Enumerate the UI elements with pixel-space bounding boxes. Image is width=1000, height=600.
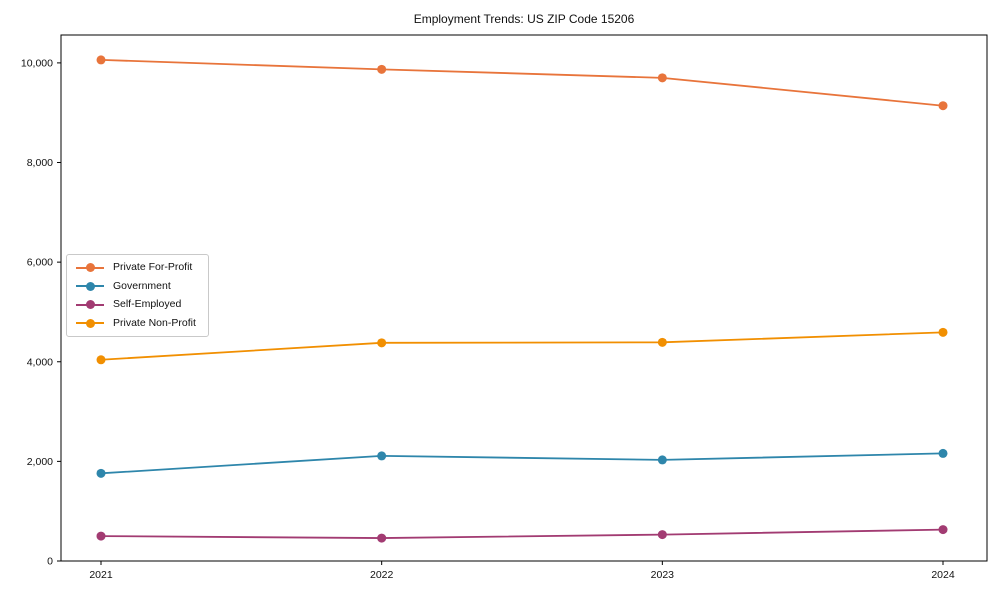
series-line (100, 331, 944, 361)
y-tick-label: 4,000 (27, 356, 53, 368)
data-point (938, 101, 948, 111)
legend-item: Private For-Profit (76, 261, 196, 274)
data-point (377, 451, 387, 461)
legend-swatch (76, 318, 104, 328)
data-point (377, 338, 387, 348)
y-tick-label: 10,000 (21, 57, 53, 69)
legend-label: Government (113, 279, 171, 292)
series-line (100, 59, 944, 107)
legend-label: Self-Employed (113, 298, 182, 311)
legend-item: Private Non-Profit (76, 316, 196, 330)
legend-label: Private Non-Profit (113, 316, 196, 329)
legend-label: Private For-Profit (113, 261, 193, 273)
x-tick-label: 2022 (370, 569, 394, 581)
data-point (96, 55, 106, 65)
y-tick-label: 6,000 (27, 257, 53, 269)
data-point (657, 73, 667, 83)
chart-title: Employment Trends: US ZIP Code 15206 (413, 12, 635, 26)
legend-swatch (76, 281, 104, 291)
series-line (100, 528, 944, 539)
data-point (377, 533, 387, 543)
x-tick-label: 2021 (89, 569, 113, 581)
legend-swatch (76, 300, 104, 310)
data-point (96, 355, 106, 365)
data-point (657, 455, 667, 465)
data-point (377, 64, 387, 74)
chart-legend: Private For-Profit Government Self-Employe… (66, 254, 209, 338)
legend-item: Government (76, 279, 196, 293)
series-line (100, 452, 944, 475)
data-point (657, 530, 667, 540)
x-tick-label: 2023 (651, 569, 675, 581)
x-tick-label: 2024 (931, 569, 955, 581)
data-point (96, 531, 106, 541)
y-tick-label: 8,000 (27, 157, 53, 169)
data-point (938, 327, 948, 337)
data-point (938, 448, 948, 458)
data-point (657, 337, 667, 347)
legend-item: Self-Employed (76, 299, 196, 311)
data-point (96, 468, 106, 478)
legend-swatch (76, 263, 104, 273)
plot-frame (60, 34, 988, 562)
y-tick-label: 0 (47, 556, 53, 568)
y-tick-label: 2,000 (27, 456, 53, 468)
data-point (938, 525, 948, 535)
